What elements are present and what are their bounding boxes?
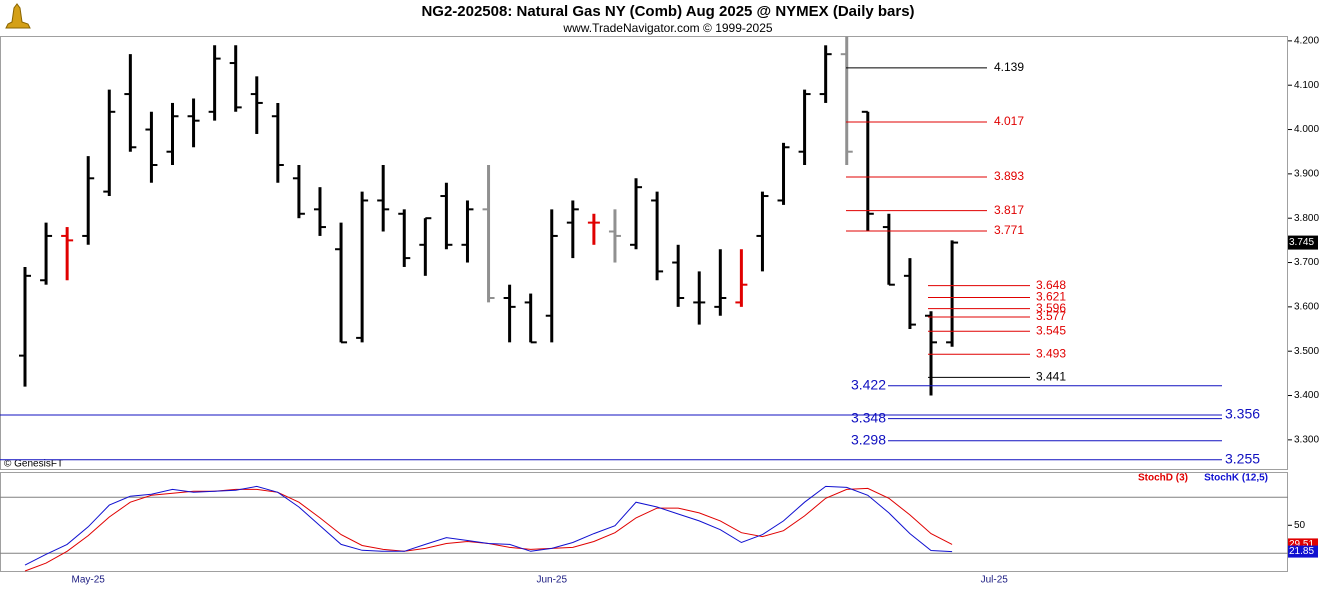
- y-tick-label: 3.800: [1294, 213, 1319, 224]
- y-tick-label: 3.700: [1294, 257, 1319, 268]
- chart-subtitle: www.TradeNavigator.com © 1999-2025: [562, 21, 772, 35]
- y-tick-label: 3.300: [1294, 434, 1319, 445]
- y-tick-label: 4.100: [1294, 80, 1319, 91]
- level-label: 4.017: [994, 114, 1024, 128]
- stoch-panel: [0, 472, 1288, 572]
- last-price-label: 3.745: [1289, 237, 1314, 248]
- last-value-label: 29.51: [1289, 539, 1314, 550]
- level-label: 3.356: [1225, 406, 1260, 422]
- level-label: 3.596: [1036, 301, 1066, 315]
- level-label: 4.139: [994, 60, 1024, 74]
- chart-title: NG2-202508: Natural Gas NY (Comb) Aug 20…: [421, 3, 914, 20]
- logo: [5, 3, 31, 29]
- y-tick-label: 3.600: [1294, 302, 1319, 313]
- level-label: 3.441: [1036, 370, 1066, 384]
- y-tick-label: 4.200: [1294, 36, 1319, 47]
- level-label: 3.493: [1036, 346, 1066, 360]
- x-tick-label: May-25: [72, 575, 106, 586]
- price-panel: [0, 36, 1288, 470]
- level-label: 3.298: [851, 431, 886, 447]
- legend-entry: StochK (12,5): [1204, 473, 1268, 484]
- level-label: 3.648: [1036, 278, 1066, 292]
- level-label: 3.621: [1036, 290, 1066, 304]
- level-label: 3.255: [1225, 451, 1260, 467]
- level-label: 3.422: [851, 376, 886, 392]
- watermark: © GenesisFT: [4, 459, 63, 470]
- last-value-box: [1288, 545, 1318, 558]
- last-price-box: [1288, 235, 1318, 250]
- level-label: 3.893: [994, 169, 1024, 183]
- stoch-line: [24, 485, 953, 566]
- legend-entry: StochD (3): [1138, 473, 1188, 484]
- level-label: 3.577: [1036, 309, 1066, 323]
- level-label: 3.817: [994, 203, 1024, 217]
- x-tick-label: Jul-25: [981, 575, 1009, 586]
- y-tick-label: 4.000: [1294, 124, 1319, 135]
- level-label: 3.348: [851, 409, 886, 425]
- y-tick-label: 50: [1294, 520, 1306, 531]
- level-label: 3.771: [994, 223, 1024, 237]
- y-tick-label: 3.500: [1294, 346, 1319, 357]
- last-value-label: 21.85: [1289, 546, 1314, 557]
- y-tick-label: 3.900: [1294, 169, 1319, 180]
- y-tick-label: 3.400: [1294, 390, 1319, 401]
- level-label: 3.545: [1036, 323, 1066, 337]
- x-tick-label: Jun-25: [536, 575, 567, 586]
